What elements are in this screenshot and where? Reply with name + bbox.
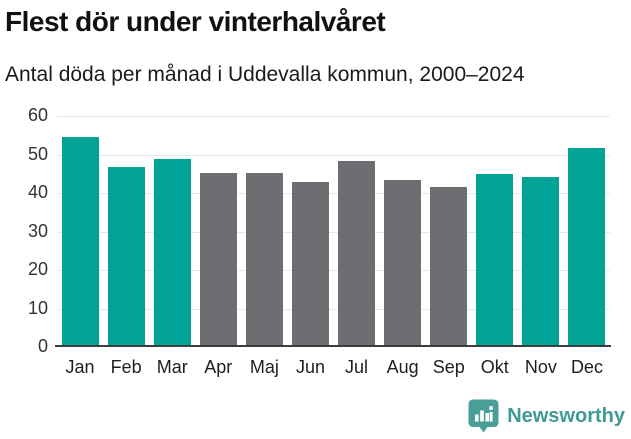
x-axis-label-jul: Jul — [345, 357, 369, 377]
x-axis-label-jun: Jun — [295, 357, 325, 377]
gridline-50 — [57, 154, 610, 156]
gridline-40 — [57, 193, 610, 194]
x-axis-label-nov: Nov — [524, 357, 557, 377]
x-axis-label-feb: Feb — [110, 357, 142, 377]
bar-jul — [338, 161, 376, 347]
x-axis-label-dec: Dec — [570, 357, 603, 377]
bar-maj — [245, 172, 283, 347]
gridline-30 — [57, 231, 610, 233]
chart-subtitle: Antal döda per månad i Uddevalla kommun,… — [5, 63, 525, 86]
y-axis-tick-label-50: 50 — [27, 143, 48, 164]
bar-nov — [522, 176, 560, 347]
bar-feb — [107, 167, 145, 347]
bar-jan — [61, 137, 99, 347]
x-axis-label-sep: Sep — [432, 357, 465, 377]
y-axis-tick-label-60: 60 — [27, 105, 48, 125]
x-axis-label-jan: Jan — [65, 357, 95, 377]
x-axis-label-apr: Apr — [204, 357, 233, 377]
x-axis-label-okt: Okt — [480, 357, 509, 377]
y-axis-tick-label-10: 10 — [27, 297, 48, 318]
x-axis-label-aug: Aug — [386, 357, 419, 377]
x-axis-label-maj: Maj — [249, 357, 279, 377]
x-axis-label-mar: Mar — [156, 357, 188, 377]
plot-area — [55, 116, 611, 347]
gridline-20 — [57, 270, 610, 271]
bar-apr — [199, 172, 237, 347]
bar-okt — [476, 173, 514, 347]
bar-jun — [291, 181, 329, 347]
bar-dec — [568, 148, 606, 347]
y-axis-tick-label-40: 40 — [27, 182, 48, 202]
brand-name: Newsworthy — [507, 405, 625, 427]
y-axis-tick-label-30: 30 — [27, 220, 48, 241]
bar-aug — [384, 179, 422, 347]
y-axis-tick-label-20: 20 — [27, 259, 48, 279]
bar-mar — [153, 159, 191, 347]
gridline-10 — [57, 308, 610, 310]
newsworthy-logo-icon — [468, 399, 499, 433]
x-axis-line — [55, 345, 611, 347]
brand-footer: Newsworthy — [468, 399, 625, 434]
y-axis-tick-label-0: 0 — [37, 336, 48, 356]
gridline-60 — [57, 116, 610, 117]
page-title: Flest dör under vinterhalvåret — [5, 6, 386, 37]
bar-sep — [430, 186, 468, 347]
